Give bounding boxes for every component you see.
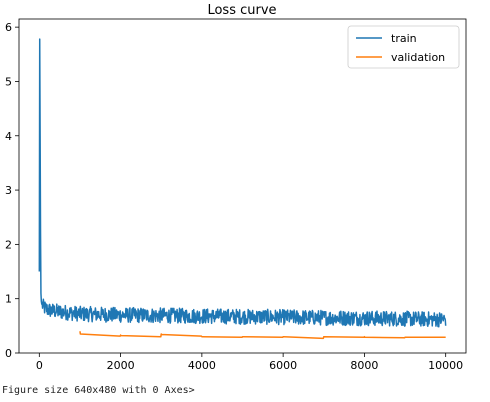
y-tick-label: 5 bbox=[5, 75, 12, 88]
y-tick-label: 0 bbox=[5, 347, 12, 360]
series-line-validation bbox=[80, 331, 446, 338]
series-line-train bbox=[39, 39, 445, 327]
y-tick-label: 6 bbox=[5, 21, 12, 34]
loss-curve-chart: Loss curve 0 2000 4000 6000 8000 10000 0 1 2 3 4 5 6… bbox=[0, 0, 490, 385]
figure-caption: Figure size 640x480 with 0 Axes> bbox=[2, 385, 195, 396]
legend: train validation bbox=[348, 26, 459, 68]
y-tick-label: 2 bbox=[5, 238, 12, 251]
x-tick-label: 0 bbox=[36, 359, 43, 372]
y-tick-label: 1 bbox=[5, 293, 12, 306]
legend-label-validation: validation bbox=[391, 51, 445, 64]
legend-label-train: train bbox=[391, 32, 417, 45]
x-tick-label: 10000 bbox=[428, 359, 463, 372]
y-tick-label: 4 bbox=[5, 130, 12, 143]
axes-frame bbox=[19, 19, 466, 353]
x-tick-label: 4000 bbox=[188, 359, 216, 372]
y-tick-label: 3 bbox=[5, 184, 12, 197]
x-tick-label: 8000 bbox=[350, 359, 378, 372]
plot-area bbox=[39, 39, 445, 338]
x-tick-label: 2000 bbox=[107, 359, 135, 372]
x-tick-label: 6000 bbox=[269, 359, 297, 372]
chart-title: Loss curve bbox=[207, 3, 276, 18]
